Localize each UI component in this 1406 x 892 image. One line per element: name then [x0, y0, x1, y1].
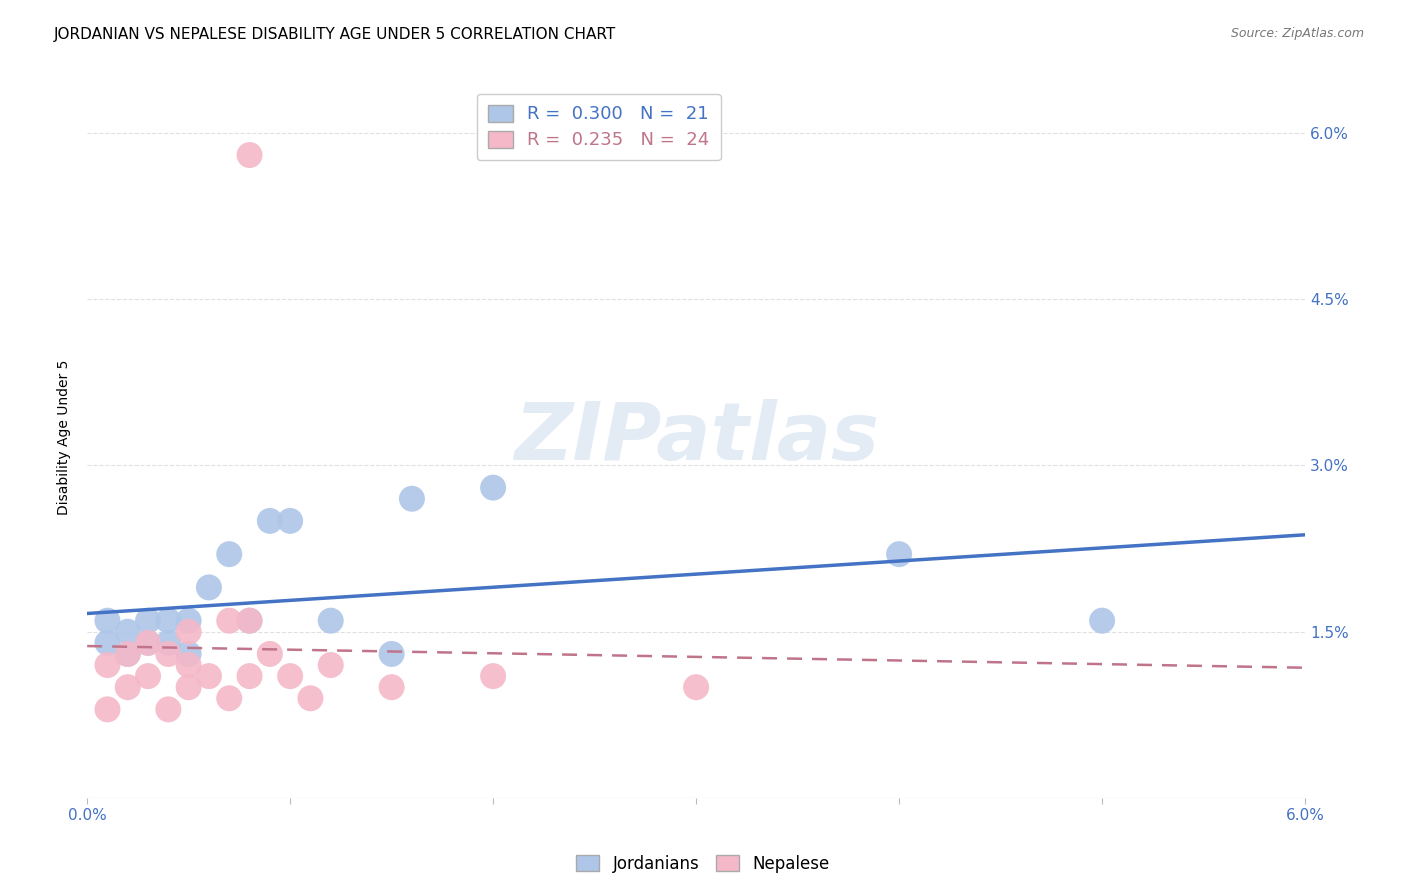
Point [198, 581, 221, 595]
Point [177, 624, 200, 639]
Point [136, 669, 159, 683]
Point [136, 636, 159, 650]
Point [157, 647, 180, 661]
Point [218, 691, 240, 706]
Text: JORDANIAN VS NEPALESE DISABILITY AGE UNDER 5 CORRELATION CHART: JORDANIAN VS NEPALESE DISABILITY AGE UND… [53, 27, 616, 42]
Point [177, 647, 200, 661]
Y-axis label: Disability Age Under 5: Disability Age Under 5 [58, 360, 72, 516]
Point [218, 614, 240, 628]
Point [685, 680, 707, 694]
Point [238, 614, 260, 628]
Point [1091, 614, 1114, 628]
Point [381, 647, 404, 661]
Point [259, 647, 281, 661]
Point [198, 669, 221, 683]
Point [136, 636, 159, 650]
Point [278, 514, 301, 528]
Point [96, 636, 118, 650]
Point [482, 481, 505, 495]
Point [117, 680, 139, 694]
Point [157, 702, 180, 716]
Point [96, 658, 118, 673]
Point [177, 680, 200, 694]
Point [238, 614, 260, 628]
Point [887, 547, 910, 561]
Point [381, 680, 404, 694]
Point [157, 614, 180, 628]
Text: Source: ZipAtlas.com: Source: ZipAtlas.com [1230, 27, 1364, 40]
Point [482, 669, 505, 683]
Point [238, 669, 260, 683]
Point [177, 614, 200, 628]
Point [157, 636, 180, 650]
Point [136, 614, 159, 628]
Point [319, 614, 342, 628]
Point [96, 614, 118, 628]
Point [218, 547, 240, 561]
Point [117, 647, 139, 661]
Point [96, 702, 118, 716]
Point [319, 658, 342, 673]
Text: ZIPatlas: ZIPatlas [513, 399, 879, 476]
Point [177, 658, 200, 673]
Point [238, 148, 260, 162]
Point [117, 624, 139, 639]
Legend: Jordanians, Nepalese: Jordanians, Nepalese [569, 848, 837, 880]
Point [401, 491, 423, 506]
Point [117, 647, 139, 661]
Point [299, 691, 322, 706]
Point [259, 514, 281, 528]
Legend: R =  0.300   N =  21, R =  0.235   N =  24: R = 0.300 N = 21, R = 0.235 N = 24 [477, 94, 720, 161]
Point [278, 669, 301, 683]
